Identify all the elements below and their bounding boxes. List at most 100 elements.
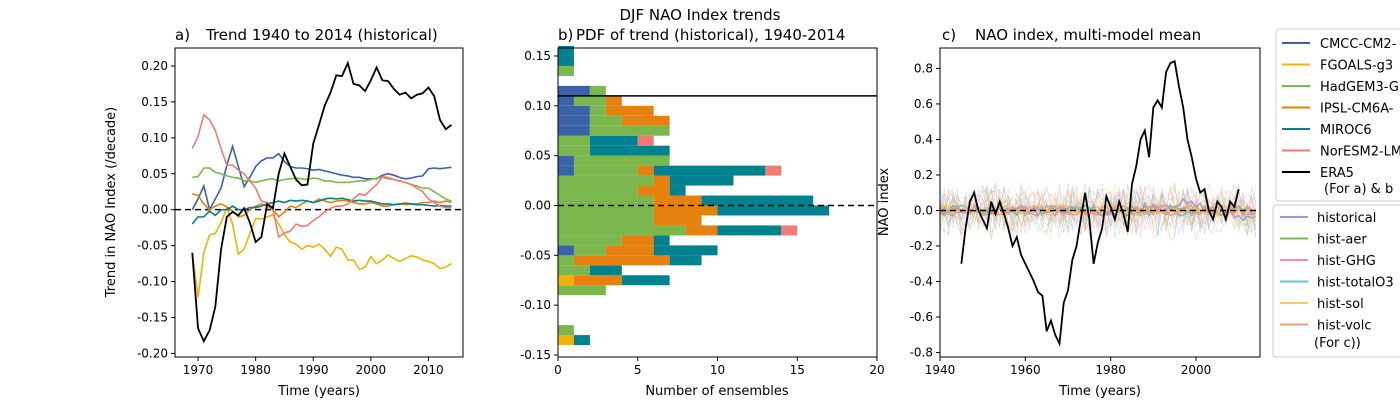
panel-a: a) Trend 1940 to 2014 (historical) Time … (104, 26, 464, 399)
panel-a-xlabel: Time (years) (277, 384, 360, 399)
y-tick-label: -0.10 (137, 275, 168, 289)
bar-HadGEM3 (558, 285, 606, 296)
bar-MIROC6 (558, 55, 574, 66)
bar-MIROC6 (621, 275, 670, 286)
panel-a-plot: 1970 1980 1990 2000 2010 -0.20 -0.15 -0.10 -0.05… (137, 47, 464, 377)
y-tick-label: -0.6 (910, 310, 933, 324)
bar-HadGEM3 (558, 225, 686, 236)
bar-HadGEM3 (558, 195, 654, 206)
x-tick-label: 2000 (356, 363, 387, 377)
x-tick-label: 10 (710, 363, 725, 377)
series-line-CMCC (191, 143, 452, 212)
x-tick-label: 15 (790, 363, 805, 377)
bar-IPSL (621, 235, 654, 246)
bar-MIROC6 (669, 185, 686, 196)
y-tick-label: 0.4 (914, 132, 933, 146)
series-line-NorESM2 (191, 113, 452, 239)
bar-MIROC6 (669, 175, 734, 186)
bar-HadGEM3 (558, 145, 590, 156)
bar-IPSL (605, 245, 654, 256)
panel-c-xlabel: Time (years) (1058, 384, 1141, 399)
legend-experiments-frame (1272, 204, 1400, 358)
legend-label: IPSL-CM6A- (1320, 102, 1394, 117)
bar-HadGEM3 (573, 245, 606, 256)
legend-label: FGOALS-g3 (1320, 59, 1393, 74)
y-tick-label: 0.0 (914, 203, 933, 217)
bar-HadGEM3 (558, 65, 574, 76)
bar-HadGEM3 (558, 235, 622, 246)
x-tick-label: 1990 (298, 363, 329, 377)
legend-label: HadGEM3-G (1320, 80, 1399, 95)
panel-c-ylabel: NAO index (877, 168, 892, 237)
y-tick-label: -0.05 (137, 239, 168, 253)
y-tick-label: -0.8 (910, 346, 933, 360)
legend-label: NorESM2-LM (1320, 145, 1400, 160)
ensemble-member-hist-totalO3 (939, 184, 1257, 239)
panel-a-title: Trend 1940 to 2014 (historical) (205, 26, 438, 44)
x-tick-label: 1960 (1010, 363, 1041, 377)
legend-experiments: (For c)) historical hist-aer hist-GHG hist-… (1272, 204, 1400, 358)
axes-frame (557, 47, 878, 358)
bar-IPSL (573, 275, 622, 286)
panel-b-title: PDF of trend (historical), 1940-2014 (576, 26, 845, 44)
y-tick-label: 0.6 (914, 97, 933, 111)
figure-suptitle: DJF NAO Index trends (619, 6, 780, 24)
bar-IPSL (653, 195, 702, 206)
series-line-FGOALS (191, 205, 452, 298)
panel-b-xlabel: Number of ensembles (645, 384, 789, 399)
bar-IPSL (637, 165, 654, 176)
bar-NorESM2 (637, 135, 654, 146)
y-tick-label: 0.00 (141, 203, 168, 217)
bar-IPSL (653, 215, 702, 226)
legend-label: hist-GHG (1317, 254, 1376, 269)
bar-MIROC6 (573, 335, 590, 346)
x-tick-label: 0 (554, 363, 562, 377)
axes-frame (174, 47, 464, 358)
legend-label: hist-aer (1317, 233, 1367, 248)
ensemble-mean-hist-volc (939, 203, 1257, 217)
y-tick-label: -0.15 (137, 310, 168, 324)
bar-CMCC (558, 105, 590, 116)
series-line-ERA5 (960, 60, 1240, 347)
y-tick-label: -0.20 (137, 346, 168, 360)
y-tick-label: 0.15 (141, 95, 168, 109)
bar-HadGEM3 (558, 135, 590, 146)
bar-CMCC (558, 245, 574, 256)
bar-HadGEM3 (573, 165, 638, 176)
legend-label: ERA5 (1320, 166, 1354, 181)
y-tick-label: 0.15 (524, 49, 551, 63)
bar-HadGEM3 (589, 85, 606, 96)
bar-MIROC6 (589, 135, 638, 146)
ensemble-member-hist-aer (939, 187, 1256, 242)
bar-HadGEM3 (558, 255, 574, 266)
panel-a-ylabel: Trend in NAO Index (/decade) (104, 107, 119, 299)
bar-HadGEM3 (589, 105, 606, 116)
y-tick-label: 0.2 (914, 168, 933, 182)
x-tick-label: 1970 (183, 363, 214, 377)
bar-MIROC6 (717, 205, 830, 216)
y-tick-label: -0.15 (520, 348, 551, 362)
bar-NorESM2 (765, 165, 782, 176)
bar-HadGEM3 (558, 325, 574, 336)
bar-HadGEM3 (558, 175, 654, 186)
legend-label: historical (1317, 211, 1376, 226)
bar-IPSL (605, 105, 654, 116)
y-tick-label: 0.8 (914, 61, 933, 75)
y-tick-label: 0.10 (524, 99, 551, 113)
bar-MIROC6 (653, 235, 670, 246)
bar-NorESM2 (781, 225, 798, 236)
bar-IPSL (573, 255, 670, 266)
bar-MIROC6 (669, 255, 702, 266)
bar-IPSL (637, 185, 670, 196)
y-tick-label: 0.00 (524, 198, 551, 212)
bar-CMCC (558, 85, 590, 96)
panel-b-label: b) (558, 26, 573, 44)
legend-label: hist-volc (1317, 319, 1371, 334)
y-tick-label: -0.05 (520, 248, 551, 262)
x-tick-label: 1980 (240, 363, 271, 377)
legend-models: (For a) & b CMCC-CM2- FGOALS-g3 HadGEM3-G I… (1275, 28, 1400, 202)
bar-IPSL (653, 205, 718, 216)
x-tick-label: 2010 (413, 363, 444, 377)
y-tick-label: 0.05 (141, 167, 168, 181)
